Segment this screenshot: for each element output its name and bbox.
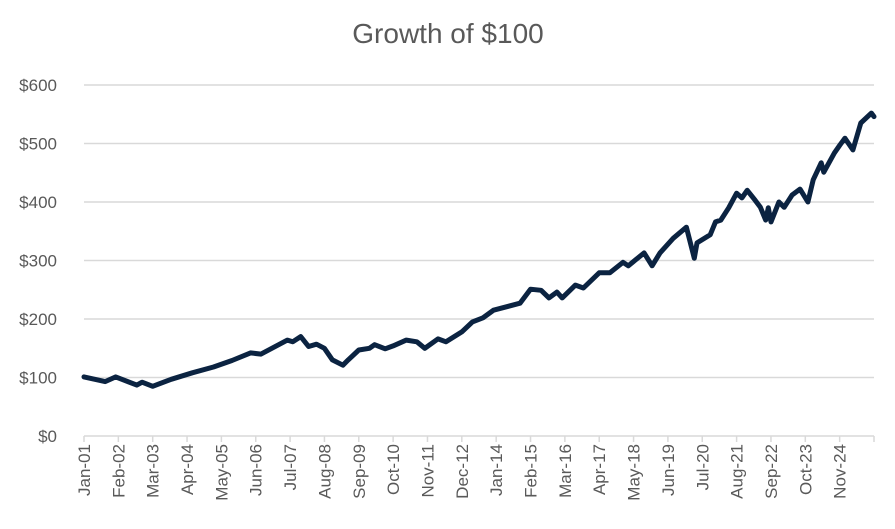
y-tick-label: $100 [19,369,57,388]
x-tick-label: Mar-03 [144,444,163,498]
x-tick-label: Jun-19 [659,444,678,496]
x-tick-label: Feb-02 [109,444,128,498]
y-tick-label: $400 [19,193,57,212]
plot-area [81,110,877,389]
y-tick-label: $0 [38,427,57,446]
x-tick-label: Feb-15 [522,444,541,498]
x-tick-label: Jul-07 [281,444,300,490]
chart-title: Growth of $100 [352,18,543,49]
y-tick-label: $300 [19,252,57,271]
y-tick-label: $600 [19,76,57,95]
x-tick-label: Nov-24 [831,444,850,499]
y-axis-labels: $0 $100 $200 $300 $400 $500 $600 [19,76,57,446]
x-tick-label: May-05 [212,444,231,501]
x-tick-label: Dec-12 [453,444,472,499]
x-tick-label: Apr-04 [178,444,197,495]
y-tick-label: $200 [19,310,57,329]
series-line [81,110,877,389]
x-tick-label: Oct-23 [796,444,815,495]
x-tick-label: Apr-17 [590,444,609,495]
x-tick-label: Jan-14 [487,444,506,496]
x-tick-label: Jul-20 [693,444,712,490]
x-axis: Jan-01 Feb-02 Mar-03 Apr-04 May-05 Jun-06 Jul-… [75,435,875,501]
x-tick-label: Jan-01 [75,444,94,496]
x-tick-label: Aug-08 [315,444,334,499]
x-tick-label: May-18 [625,444,644,501]
x-tick-label: Mar-16 [556,444,575,498]
x-tick-label: Oct-10 [384,444,403,495]
gridlines [84,84,874,379]
x-tick-label: Aug-21 [728,444,747,499]
x-tick-label: Nov-11 [418,444,437,498]
x-tick-label: Jun-06 [247,444,266,496]
x-tick-label: Sep-09 [350,444,369,499]
x-tick-label: Sep-22 [762,444,781,499]
y-tick-label: $500 [19,135,57,154]
